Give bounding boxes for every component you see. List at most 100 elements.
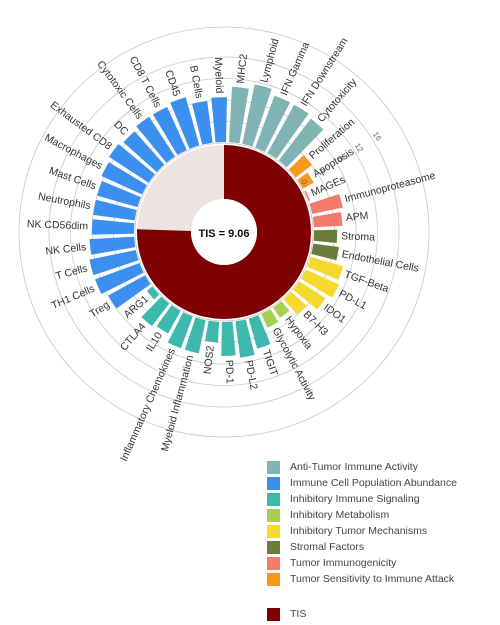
legend-tis: TIS <box>267 606 306 622</box>
tis-donut-hole <box>191 199 257 265</box>
signature-bar <box>309 193 343 214</box>
signature-bar <box>297 172 314 189</box>
signature-bar <box>146 286 160 300</box>
radial-tick-label: 8 <box>336 155 346 164</box>
signature-label: T Cells <box>54 262 88 282</box>
signature-bar <box>307 256 344 280</box>
signature-label: TH1 Cells <box>50 283 97 312</box>
signature-label: Neutrophils <box>37 190 91 212</box>
signature-bar <box>89 250 139 276</box>
legend-label: Inhibitory Metabolism <box>290 509 390 521</box>
legend-label: Tumor Sensitivity to Immune Attack <box>290 573 455 585</box>
signature-bar <box>300 269 340 298</box>
radial-tick-label: 4 <box>317 166 327 175</box>
signature-label: Mast Cells <box>48 165 98 193</box>
signature-bar <box>211 97 227 143</box>
legend-item: Stromal Factors <box>267 539 497 555</box>
signature-bar <box>221 321 236 356</box>
tis-center-label: TIS = 9.06 <box>198 228 249 240</box>
signature-bar <box>278 118 324 168</box>
signature-label: Immunoproteasome <box>343 170 436 206</box>
signature-bar <box>242 84 272 147</box>
signature-bar <box>248 315 271 349</box>
signature-label: Treg <box>87 299 111 321</box>
legend-item: Inhibitory Metabolism <box>267 507 497 523</box>
radial-tick-label: 0 <box>299 178 309 187</box>
legend-swatch <box>267 556 280 570</box>
signature-bar <box>255 95 290 152</box>
signature-label: Lymphoid <box>258 37 281 84</box>
signature-bar <box>184 317 206 354</box>
legend: Anti-Tumor Immune Activity Immune Cell Po… <box>267 459 497 587</box>
legend-item: Inhibitory Tumor Mechanisms <box>267 523 497 539</box>
legend-label: Stromal Factors <box>290 541 365 553</box>
grid-ring <box>70 78 378 386</box>
signature-bar <box>313 229 338 243</box>
legend-item: Immune Cell Population Abundance <box>267 475 497 491</box>
signature-bar <box>92 219 135 235</box>
legend-swatch <box>267 508 280 522</box>
radial-tick-label: 12 <box>353 142 366 155</box>
signature-bar <box>97 181 141 208</box>
legend-item: Anti-Tumor Immune Activity <box>267 459 497 475</box>
tis-donut-fill <box>137 145 311 319</box>
signature-bar <box>235 319 255 358</box>
legend-label: Tumor Immunogenicity <box>290 557 397 569</box>
signature-bar <box>192 101 213 145</box>
signature-bar <box>288 155 312 178</box>
signature-bar <box>95 263 144 295</box>
signature-label: PD-1 <box>223 360 236 385</box>
outer-ring <box>18 26 430 438</box>
signature-bar <box>141 296 170 327</box>
legend-item: Tumor Immunogenicity <box>267 555 497 571</box>
legend-item: Tumor Sensitivity to Immune Attack <box>267 571 497 587</box>
grid-ring <box>134 142 314 322</box>
signature-bar <box>273 301 290 318</box>
signature-bar <box>312 212 343 228</box>
signature-bar <box>156 305 181 334</box>
radial-tick-label: 16 <box>371 130 384 143</box>
signature-bar <box>167 312 193 349</box>
legend-label: Immune Cell Population Abundance <box>290 477 457 489</box>
legend-label: Inhibitory Tumor Mechanisms <box>290 525 428 537</box>
signature-bar <box>170 97 200 149</box>
signature-bar <box>108 275 151 309</box>
signature-bar <box>205 320 220 343</box>
grid-ring <box>48 56 400 408</box>
signature-label: NOS2 <box>202 345 217 375</box>
tis-donut <box>137 145 311 319</box>
signature-bar <box>293 281 326 310</box>
signature-bar <box>228 86 249 144</box>
signature-bar <box>136 116 175 163</box>
signature-label: B Cells <box>187 64 205 99</box>
legend-item-tis: TIS <box>267 606 306 622</box>
signature-bar <box>123 131 165 173</box>
signature-bar <box>311 243 339 261</box>
signature-bar <box>152 106 187 155</box>
signature-label: NK CD56dim <box>27 218 89 232</box>
legend-swatch <box>267 524 280 538</box>
signature-label: PD-L2 <box>242 359 259 391</box>
signature-label: Stroma <box>341 230 375 243</box>
signature-label: IL10 <box>144 330 165 354</box>
legend-item: Inhibitory Immune Signaling <box>267 491 497 507</box>
signature-bar <box>89 236 136 255</box>
legend-swatch <box>267 476 280 490</box>
legend-swatch <box>267 540 280 554</box>
legend-label: Inhibitory Immune Signaling <box>290 493 420 505</box>
legend-swatch <box>267 492 280 506</box>
signature-bar <box>93 199 137 221</box>
legend-swatch <box>267 607 280 621</box>
signature-label: DC <box>111 119 131 139</box>
signature-bar <box>108 143 155 183</box>
signature-label: CD45 <box>162 69 182 98</box>
signature-label: APM <box>345 210 369 224</box>
signature-bar <box>283 291 307 315</box>
signature-bar <box>267 104 309 159</box>
signature-bar <box>261 309 279 328</box>
signature-bar <box>101 162 148 195</box>
signature-bar <box>304 190 311 201</box>
legend-swatch <box>267 572 280 586</box>
legend-label: TIS <box>290 608 307 620</box>
